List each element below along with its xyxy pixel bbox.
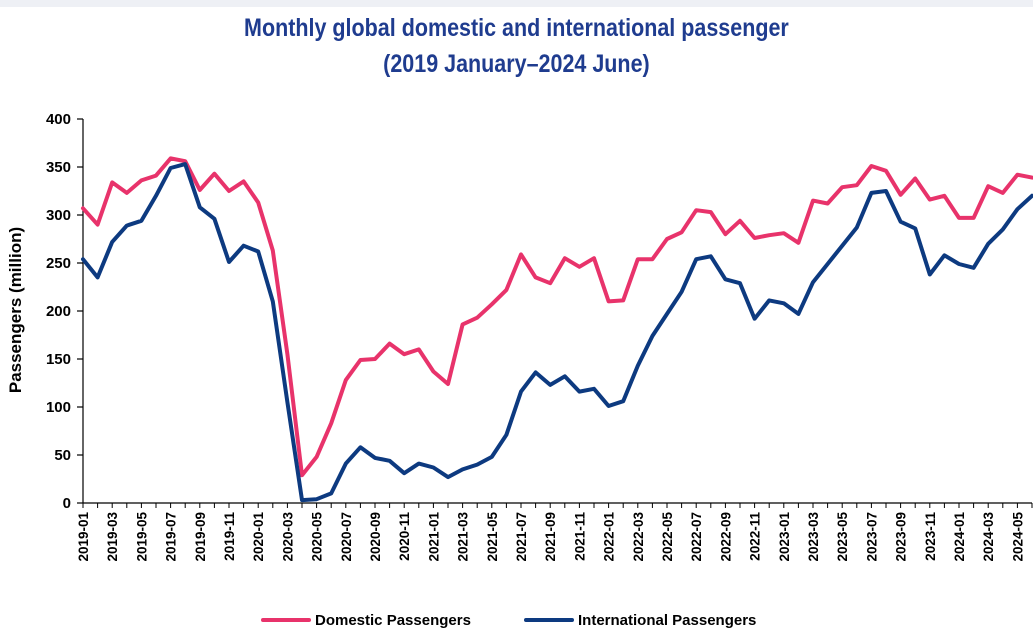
x-tick-label: 2023-11: [923, 512, 938, 561]
x-tick-label: 2019-03: [105, 512, 120, 562]
legend-swatch-international: [524, 618, 574, 622]
y-tick-label: 0: [63, 495, 71, 512]
x-tick-label: 2022-07: [689, 512, 704, 562]
x-tick-label: 2024-03: [981, 512, 996, 562]
x-tick-label: 2019-11: [222, 512, 237, 561]
x-tick-label: 2021-09: [543, 512, 558, 562]
x-tick-label: 2019-09: [193, 512, 208, 562]
x-tick-label: 2023-09: [894, 512, 909, 562]
x-tick-label: 2020-05: [310, 512, 325, 562]
y-tick-label: 350: [46, 159, 71, 176]
x-tick-label: 2023-03: [806, 512, 821, 562]
legend-label-domestic: Domestic Passengers: [315, 611, 471, 629]
x-tick-label: 2021-03: [456, 512, 471, 562]
x-tick-label: 2022-11: [748, 512, 763, 561]
x-tick-label: 2022-03: [631, 512, 646, 562]
y-tick-label: 50: [54, 447, 71, 464]
legend-item-domestic: Domestic Passengers: [261, 606, 471, 634]
x-tick-label: 2022-01: [602, 512, 617, 562]
y-axis: 0 50 100 150 200 250 300 350 400: [46, 111, 84, 512]
x-tick-label: 2022-05: [660, 512, 675, 562]
x-tick-label: 2020-09: [368, 512, 383, 562]
chart-title-line-2: (2019 January–2024 June): [383, 50, 650, 78]
x-tick-label: 2024-01: [952, 512, 967, 562]
x-tick-label: 2020-07: [339, 512, 354, 562]
legend-item-international: International Passengers: [524, 606, 756, 634]
chart-title: Monthly global domestic and internationa…: [72, 10, 960, 82]
y-tick-label: 400: [46, 111, 71, 128]
x-tick-label: 2019-07: [164, 512, 179, 562]
y-tick-label: 200: [46, 303, 71, 320]
legend-swatch-domestic: [261, 618, 311, 622]
domestic-passengers-line: [81, 156, 1033, 478]
x-tick-label: 2023-05: [835, 512, 850, 562]
x-tick-label: 2021-11: [572, 512, 587, 561]
top-band: [0, 0, 1033, 7]
series-lines: [81, 156, 1033, 503]
x-tick-label: 2023-01: [777, 512, 792, 562]
x-tick-label: 2019-01: [76, 512, 91, 562]
y-tick-label: 100: [46, 399, 71, 416]
x-tick-label: 2020-03: [280, 512, 295, 562]
y-tick-label: 250: [46, 255, 71, 272]
chart-title-line-1: Monthly global domestic and internationa…: [244, 14, 789, 42]
international-passengers-line: [81, 162, 1033, 503]
x-axis: 2019-01 2019-03 2019-05 2019-07 2019-09 2019-…: [76, 502, 1033, 562]
x-tick-label: 2024-05: [1010, 512, 1025, 562]
x-tick-label: 2019-05: [134, 512, 149, 562]
x-tick-label: 2021-01: [426, 512, 441, 562]
legend-label-international: International Passengers: [578, 611, 757, 629]
x-tick-label: 2022-09: [718, 512, 733, 562]
x-tick-label: 2021-05: [485, 512, 500, 562]
x-tick-label: 2021-07: [514, 512, 529, 562]
x-tick-label: 2020-01: [251, 512, 266, 562]
y-axis-label: Passengers (million): [6, 227, 25, 393]
y-tick-label: 150: [46, 351, 71, 368]
y-tick-label: 300: [46, 207, 71, 224]
x-tick-label: 2023-07: [864, 512, 879, 562]
x-tick-label: 2020-11: [397, 512, 412, 561]
chart-legend: Domestic Passengers International Passen…: [0, 606, 1033, 634]
